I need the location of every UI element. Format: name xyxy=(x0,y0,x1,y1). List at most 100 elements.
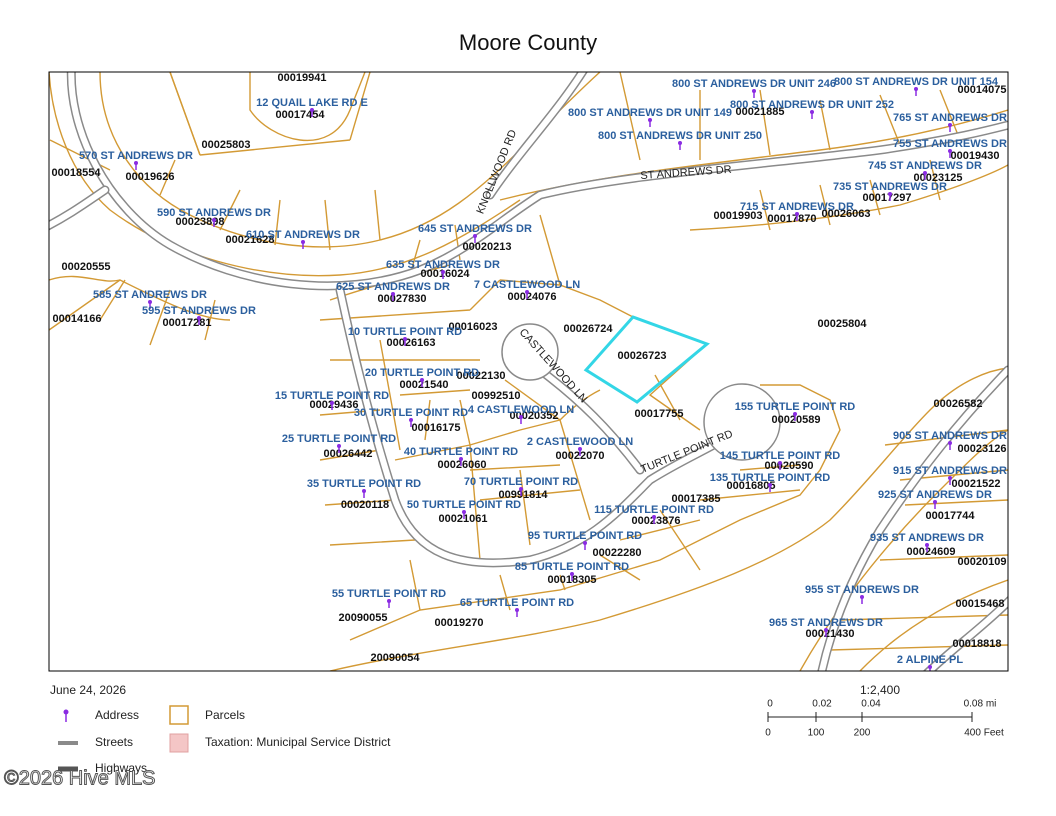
print-date: June 24, 2026 xyxy=(50,683,126,697)
parcel-id: 00016805 xyxy=(727,480,776,492)
address-label: 755 ST ANDREWS DR xyxy=(893,138,1007,150)
parcel-id: 00022130 xyxy=(457,370,506,382)
address-pin-head xyxy=(925,543,929,547)
parcel-id: 00017281 xyxy=(163,317,212,329)
address-label: 30 TURTLE POINT RD xyxy=(354,407,468,419)
parcel-id: 00014166 xyxy=(53,313,102,325)
address-label: 800 ST ANDREWS DR UNIT 250 xyxy=(598,130,762,142)
scale-mile-label: 0.08 mi xyxy=(964,699,997,710)
address-pin-head xyxy=(810,110,814,114)
address-pin-head xyxy=(148,300,152,304)
subject-parcel[interactable] xyxy=(583,315,710,404)
address-label: 585 ST ANDREWS DR xyxy=(93,289,207,301)
address-label: 35 TURTLE POINT RD xyxy=(307,478,421,490)
parcel-id: 00017454 xyxy=(276,109,326,121)
address-pin-head xyxy=(387,599,391,603)
legend: Address Parcels Streets Taxation: Munici… xyxy=(58,705,391,775)
address-label: 135 TURTLE POINT RD xyxy=(710,472,830,484)
address-pin-head xyxy=(948,441,952,445)
address-label: 915 ST ANDREWS DR xyxy=(893,465,1007,477)
address-pin-head xyxy=(860,595,864,599)
address-pin-head xyxy=(795,212,799,216)
parcel-id: 00021540 xyxy=(400,379,449,391)
address-pin-head xyxy=(778,461,782,465)
address-label: 595 ST ANDREWS DR xyxy=(142,305,256,317)
address-pin-head xyxy=(519,487,523,491)
parcel-id: 00026163 xyxy=(387,337,436,349)
address-pin-head xyxy=(928,665,932,669)
address-label: 800 ST ANDREWS DR UNIT 252 xyxy=(730,99,894,111)
parcel-id: 00020590 xyxy=(765,460,814,472)
address-pin-head xyxy=(948,149,952,153)
address-label: 955 ST ANDREWS DR xyxy=(805,584,919,596)
address-label: 570 ST ANDREWS DR xyxy=(79,150,193,162)
parcel-id: 00019626 xyxy=(126,171,175,183)
parcel-id: 00016024 xyxy=(421,268,471,280)
parcel-id: 00020352 xyxy=(510,410,559,422)
parcel-id: 00023125 xyxy=(914,172,963,184)
legend-label: Parcels xyxy=(205,708,245,722)
scale-mile-label: 0.02 xyxy=(812,699,832,710)
parcel-id: 00019941 xyxy=(278,72,327,84)
scale-mile-label: 0 xyxy=(767,699,773,710)
legend-label: Highways xyxy=(95,761,147,775)
address-label: 610 ST ANDREWS DR xyxy=(246,229,360,241)
parcel-id: 00020213 xyxy=(463,241,512,253)
parcel-id: 00021628 xyxy=(226,234,275,246)
address-pin-head xyxy=(391,292,395,296)
address-label: 800 ST ANDREWS DR UNIT 149 xyxy=(568,107,732,119)
parcel-id: 00019430 xyxy=(951,150,1000,162)
address-pin-head xyxy=(519,415,523,419)
address-label: 625 ST ANDREWS DR xyxy=(336,281,450,293)
parcel-id: 00017297 xyxy=(863,192,912,204)
parcel-id: 00025804 xyxy=(818,318,868,330)
address-pin-head xyxy=(441,270,445,274)
parcel-id: 00023898 xyxy=(176,216,225,228)
address-pin-head xyxy=(933,500,937,504)
parcel-id: 00020555 xyxy=(62,261,111,273)
address-pin-head xyxy=(330,401,334,405)
address-label: 145 TURTLE POINT RD xyxy=(720,450,840,462)
parcel-id: 00025803 xyxy=(202,139,251,151)
parcel-id: 00018554 xyxy=(52,167,102,179)
address-pin-head xyxy=(409,418,413,422)
parcel-id: 00026063 xyxy=(822,208,871,220)
address-label: 12 QUAIL LAKE RD E xyxy=(256,97,368,109)
address-pin-head xyxy=(403,337,407,341)
address-label: 50 TURTLE POINT RD xyxy=(407,499,521,511)
address-label: 905 ST ANDREWS DR xyxy=(893,430,1007,442)
address-pin-head xyxy=(212,218,216,222)
address-label: 20 TURTLE POINT RD xyxy=(365,367,479,379)
address-pin-head xyxy=(948,123,952,127)
address-pin-head xyxy=(652,515,656,519)
address-pin-head xyxy=(948,476,952,480)
address-label: 70 TURTLE POINT RD xyxy=(464,476,578,488)
address-pin-head xyxy=(337,444,341,448)
scale-bar: 1:2,400 0 0.02 0.04 0.08 mi 0 100 200 400 Feet xyxy=(765,683,1004,738)
address-label: 645 ST ANDREWS DR xyxy=(418,223,532,235)
parcel-lines xyxy=(49,72,1008,671)
parcel-id: 00016175 xyxy=(412,422,461,434)
address-pin-head xyxy=(583,541,587,545)
parcel-id: 00021885 xyxy=(736,106,785,118)
parcel-id: 00021430 xyxy=(806,628,855,640)
address-label: 965 ST ANDREWS DR xyxy=(769,617,883,629)
parcel-id: 20090055 xyxy=(339,612,388,624)
parcel-id: 00017870 xyxy=(768,213,817,225)
scale-feet-label: 0 xyxy=(765,728,771,739)
address-label: 735 ST ANDREWS DR xyxy=(833,181,947,193)
address-label: 935 ST ANDREWS DR xyxy=(870,532,984,544)
parcel-id: 00027830 xyxy=(378,293,427,305)
parcel-id: 00022280 xyxy=(593,547,642,559)
address-pin-head xyxy=(134,161,138,165)
address-label: 590 ST ANDREWS DR xyxy=(157,207,271,219)
address-label: 25 TURTLE POINT RD xyxy=(282,433,396,445)
address-pin-head xyxy=(648,118,652,122)
parcel-id: 00024609 xyxy=(907,546,956,558)
scale-ratio: 1:2,400 xyxy=(860,683,900,697)
parcel-id: 20090054 xyxy=(371,652,421,664)
address-label: 765 ST ANDREWS DR xyxy=(893,112,1007,124)
address-pin-head xyxy=(362,489,366,493)
parcel-id: 00026724 xyxy=(564,323,614,335)
